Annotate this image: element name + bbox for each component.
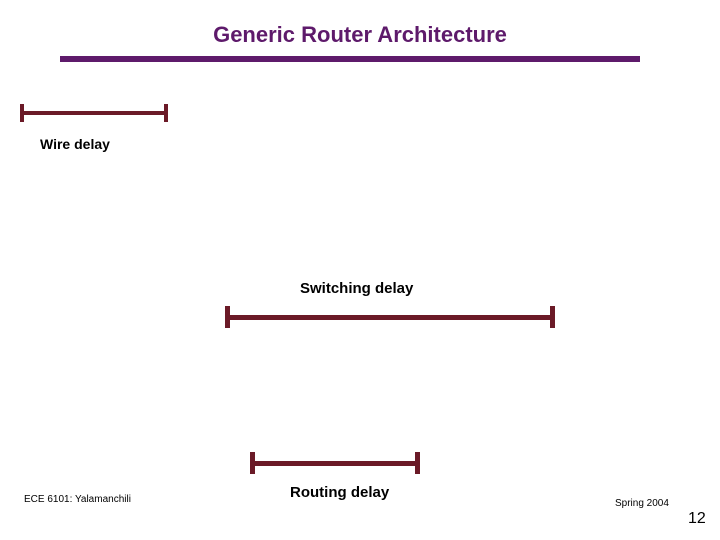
routing-delay-label: Routing delay	[290, 484, 389, 501]
page-title: Generic Router Architecture	[0, 22, 720, 48]
slide: Generic Router Architecture Wire delay S…	[0, 0, 720, 540]
footer-right: Spring 2004	[615, 498, 669, 509]
footer-left: ECE 6101: Yalamanchili	[24, 494, 131, 505]
wire-delay-label: Wire delay	[40, 136, 110, 152]
switching-delay-label: Switching delay	[300, 280, 413, 297]
title-underline	[60, 56, 640, 62]
wire-delay-bracket	[20, 104, 168, 122]
page-number: 12	[688, 510, 706, 528]
switching-delay-bracket	[225, 306, 555, 328]
routing-delay-bracket	[250, 452, 420, 474]
